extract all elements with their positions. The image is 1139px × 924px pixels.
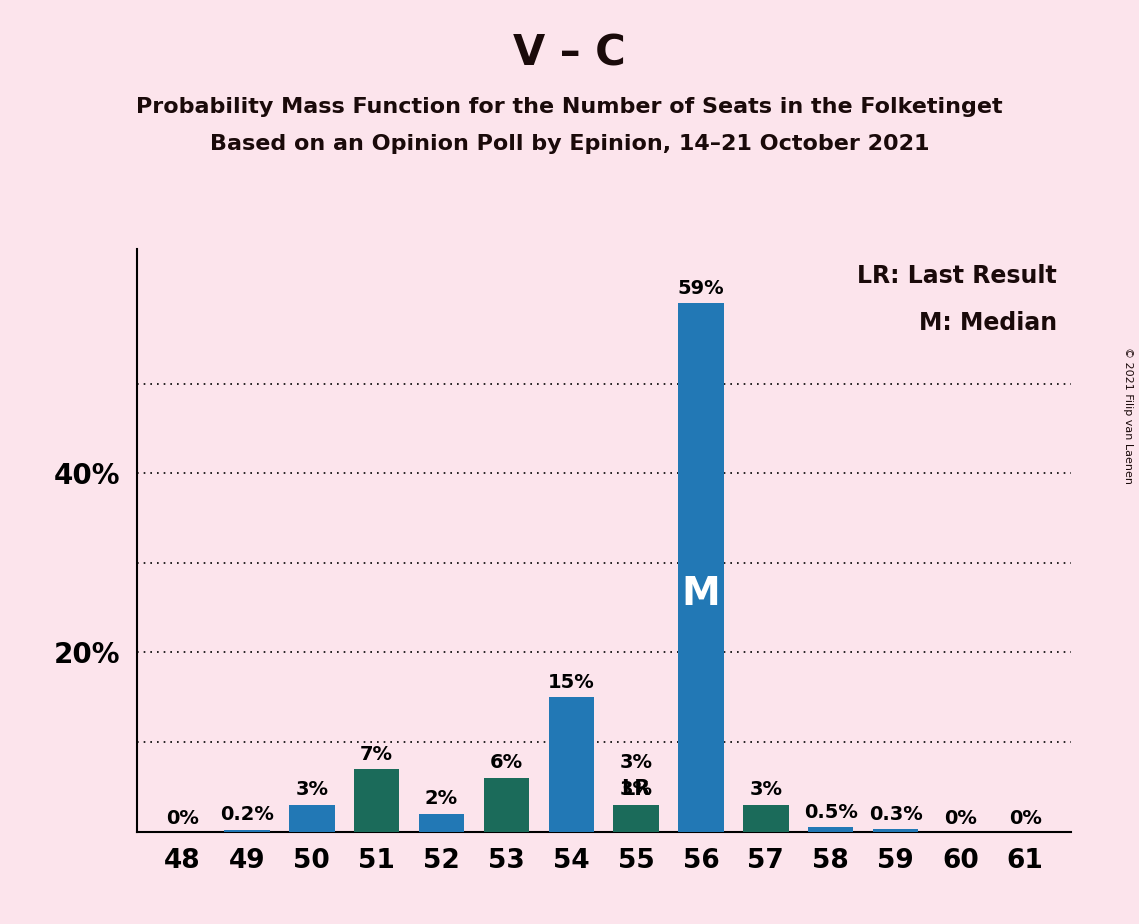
Text: 0.3%: 0.3%: [869, 805, 923, 823]
Bar: [872, 829, 918, 832]
Bar: [743, 805, 788, 832]
Text: 3%: 3%: [620, 753, 653, 772]
Text: M: Median: M: Median: [918, 310, 1057, 334]
Text: 59%: 59%: [678, 279, 724, 298]
Text: Probability Mass Function for the Number of Seats in the Folketinget: Probability Mass Function for the Number…: [137, 97, 1002, 117]
Bar: [678, 303, 723, 832]
Bar: [614, 805, 658, 832]
Text: 0%: 0%: [165, 809, 198, 828]
Text: 7%: 7%: [360, 745, 393, 763]
Bar: [354, 769, 400, 832]
Text: 0.5%: 0.5%: [804, 803, 858, 821]
Text: 0.2%: 0.2%: [220, 806, 273, 824]
Text: 0%: 0%: [1009, 809, 1042, 828]
Text: 3%: 3%: [620, 781, 653, 799]
Bar: [419, 814, 465, 832]
Bar: [484, 778, 530, 832]
Text: © 2021 Filip van Laenen: © 2021 Filip van Laenen: [1123, 347, 1133, 484]
Text: Based on an Opinion Poll by Epinion, 14–21 October 2021: Based on an Opinion Poll by Epinion, 14–…: [210, 134, 929, 154]
Text: 6%: 6%: [490, 753, 523, 772]
Text: LR: Last Result: LR: Last Result: [857, 264, 1057, 288]
Text: M: M: [681, 575, 720, 613]
Bar: [549, 698, 593, 832]
Bar: [289, 805, 335, 832]
Text: 15%: 15%: [548, 673, 595, 692]
Text: 3%: 3%: [295, 781, 328, 799]
Text: 2%: 2%: [425, 789, 458, 808]
Text: 0%: 0%: [944, 809, 977, 828]
Bar: [808, 827, 853, 832]
Text: LR: LR: [622, 779, 650, 799]
Bar: [224, 830, 270, 832]
Text: 3%: 3%: [749, 781, 782, 799]
Text: V – C: V – C: [514, 32, 625, 74]
